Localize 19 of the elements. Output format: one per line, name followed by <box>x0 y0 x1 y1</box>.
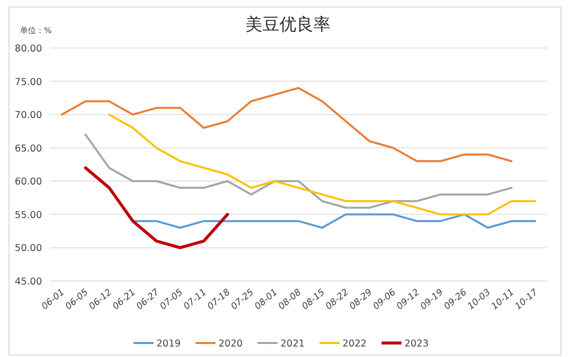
line-series <box>84 166 229 250</box>
chart-title: 美豆优良率 <box>246 15 330 35</box>
y-tick-label: 80.00 <box>14 44 42 54</box>
y-tick-label: 65.00 <box>14 143 42 154</box>
y-tick-label: 75.00 <box>14 76 42 88</box>
line-series <box>84 134 512 209</box>
y-tick-label: 45.00 <box>14 276 42 288</box>
legend-label: 2019 <box>156 338 181 350</box>
legend-label: 2021 <box>280 338 305 350</box>
y-tick-label: 50.00 <box>14 243 42 254</box>
y-axis-title: 单位：% <box>20 26 52 35</box>
y-tick-label: 60.00 <box>14 176 42 188</box>
y-tick-label: 70.00 <box>14 110 42 122</box>
line-series <box>108 114 536 216</box>
legend-label: 2020 <box>218 338 243 350</box>
legend-label: 2023 <box>404 338 429 350</box>
legend-label: 2022 <box>342 338 367 350</box>
line-series <box>60 86 512 162</box>
y-tick-label: 55.00 <box>14 210 42 221</box>
